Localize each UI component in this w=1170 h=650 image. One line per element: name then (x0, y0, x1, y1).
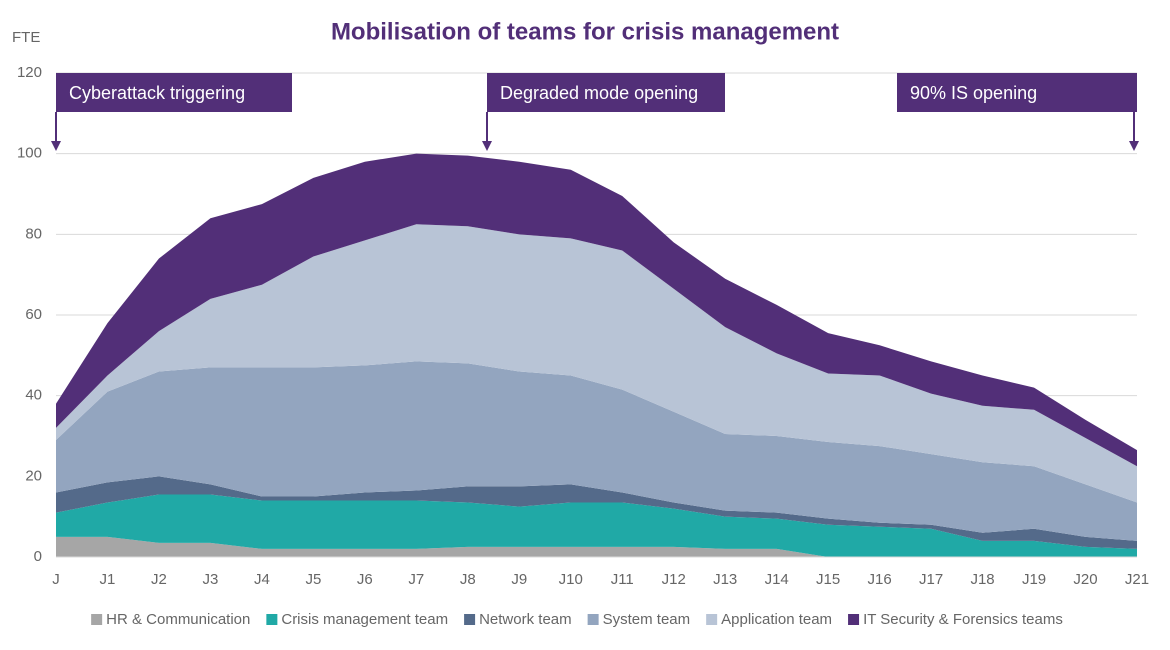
area (56, 476, 1137, 549)
area (56, 224, 1137, 503)
x-tick-label: J8 (460, 571, 476, 588)
legend-swatch (464, 614, 476, 625)
x-tick-label: J16 (868, 571, 892, 588)
legend-label: HR & Communication (106, 611, 250, 628)
annotation-box (487, 73, 725, 112)
x-tick-label: J9 (511, 571, 527, 588)
y-tick-label: 20 (25, 467, 42, 484)
x-tick-label: J20 (1073, 571, 1097, 588)
x-tick-label: J17 (919, 571, 943, 588)
chart-title: Mobilisation of teams for crisis managem… (331, 18, 839, 45)
annotation-text: Degraded mode opening (500, 83, 698, 103)
x-tick-label: J5 (305, 571, 321, 588)
x-tick-label: J (52, 571, 60, 588)
annotation-box (897, 73, 1137, 112)
area (56, 536, 1137, 557)
y-tick-label: 0 (34, 548, 42, 565)
x-tick-label: J1 (100, 571, 116, 588)
area (56, 494, 1137, 557)
legend-label: Crisis management team (281, 611, 448, 628)
legend-label: Network team (479, 611, 572, 628)
annotation-box (56, 73, 292, 112)
legend: HR & Communication Crisis management team… (91, 611, 1063, 628)
x-tick-label: J6 (357, 571, 373, 588)
x-tick-label: J7 (408, 571, 424, 588)
legend-label: IT Security & Forensics teams (863, 611, 1063, 628)
x-tick-label: J4 (254, 571, 270, 588)
x-tick-label: J14 (765, 571, 789, 588)
x-tick-label: J18 (970, 571, 994, 588)
legend-label: System team (603, 611, 691, 628)
y-tick-label: 80 (25, 225, 42, 242)
annotation-arrowhead (1129, 141, 1139, 151)
annotation-arrowhead (482, 141, 492, 151)
y-tick-label: 100 (17, 145, 42, 162)
y-axis-label: FTE (12, 29, 40, 46)
x-tick-label: J2 (151, 571, 167, 588)
y-tick-label: 60 (25, 306, 42, 323)
y-tick-label: 40 (25, 387, 42, 404)
x-tick-label: J11 (611, 571, 634, 588)
x-tick-label: J13 (713, 571, 737, 588)
legend-label: Application team (721, 611, 832, 628)
x-tick-label: J15 (816, 571, 840, 588)
annotation-text: Cyberattack triggering (69, 83, 245, 103)
x-tick-label: J12 (662, 571, 686, 588)
legend-swatch (706, 614, 718, 625)
area (56, 153, 1137, 467)
x-tick-label: J19 (1022, 571, 1046, 588)
legend-swatch (266, 614, 278, 625)
annotation-arrowhead (51, 141, 61, 151)
legend-swatch (848, 614, 860, 625)
legend-swatch (587, 614, 599, 625)
x-tick-label: J3 (203, 571, 219, 588)
annotation-text: 90% IS opening (910, 83, 1037, 103)
x-tick-label: J21 (1125, 571, 1149, 588)
y-tick-label: 120 (17, 64, 42, 81)
legend-swatch (91, 614, 103, 625)
area (56, 361, 1137, 541)
x-tick-label: J10 (559, 571, 583, 588)
